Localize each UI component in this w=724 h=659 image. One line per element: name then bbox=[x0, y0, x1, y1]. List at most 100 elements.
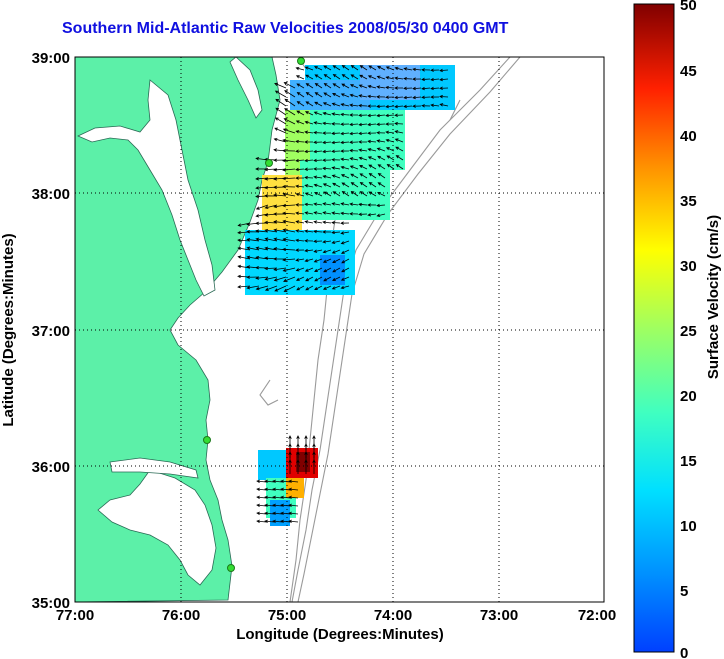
velocity-arrow bbox=[331, 202, 341, 206]
velocity-arrow bbox=[332, 92, 341, 98]
albemarle-sound bbox=[109, 457, 199, 479]
velocity-arrow bbox=[359, 65, 368, 71]
velocity-arrow bbox=[304, 184, 314, 188]
velocity-arrow bbox=[314, 101, 323, 107]
velocity-arrow bbox=[332, 73, 341, 80]
colorbar-tick: 5 bbox=[680, 583, 688, 600]
velocity-arrow bbox=[323, 267, 332, 273]
velocity-arrow bbox=[305, 285, 314, 291]
velocity-arrow bbox=[288, 479, 299, 484]
velocity-arrow bbox=[358, 202, 368, 207]
velocity-arrow bbox=[273, 193, 287, 197]
velocity-arrow bbox=[305, 101, 314, 107]
velocity-arrow bbox=[280, 519, 291, 524]
velocity-arrow bbox=[283, 82, 296, 89]
velocity-arrow bbox=[283, 285, 296, 292]
colorbar-tick: 45 bbox=[680, 63, 697, 80]
velocity-arrow bbox=[295, 139, 305, 144]
velocity-arrow bbox=[439, 77, 449, 82]
velocity-arrow bbox=[304, 167, 314, 171]
colorbar: 50 45 40 35 30 25 20 15 10 5 0 Surface V… bbox=[633, 0, 722, 659]
velocity-arrow bbox=[313, 140, 323, 145]
x-tick-label: 72:00 bbox=[578, 607, 616, 624]
velocity-arrow bbox=[332, 182, 341, 188]
velocity-arrow bbox=[322, 183, 332, 188]
velocity-arrow bbox=[350, 74, 359, 80]
velocity-arrow bbox=[273, 220, 287, 224]
velocity-arrow bbox=[376, 203, 386, 208]
velocity-arrow bbox=[340, 240, 350, 245]
velocity-arrow bbox=[274, 90, 287, 98]
velocity-arrow bbox=[255, 237, 269, 242]
velocity-arrow bbox=[340, 221, 350, 225]
velocity-arrow bbox=[282, 138, 296, 143]
velocity-arrow bbox=[313, 183, 323, 188]
velocity-arrow bbox=[412, 95, 422, 100]
velocity-arrow bbox=[350, 173, 359, 179]
velocity-arrow bbox=[313, 111, 323, 116]
velocity-arrow bbox=[282, 158, 296, 163]
velocity-arrow bbox=[304, 175, 314, 180]
velocity-arrow bbox=[283, 276, 296, 283]
x-axis-label: Longitude (Degrees:Minutes) bbox=[236, 626, 444, 643]
velocity-arrow bbox=[341, 182, 350, 188]
velocity-arrow bbox=[296, 92, 305, 98]
velocity-arrow bbox=[322, 240, 332, 244]
station-marker bbox=[227, 564, 235, 572]
velocity-arrow bbox=[385, 130, 395, 135]
velocity-field-north bbox=[245, 65, 455, 295]
velocity-arrow bbox=[395, 155, 404, 161]
velocity-arrow bbox=[376, 147, 386, 152]
velocity-arrow bbox=[313, 121, 323, 125]
velocity-arrow bbox=[322, 149, 332, 154]
velocity-arrow bbox=[332, 276, 341, 281]
x-tick-label: 76:00 bbox=[162, 607, 200, 624]
velocity-arrow bbox=[305, 74, 314, 80]
velocity-arrow bbox=[313, 239, 323, 244]
velocity-arrow bbox=[322, 175, 332, 179]
velocity-arrow bbox=[304, 66, 314, 71]
velocity-arrow bbox=[322, 220, 332, 225]
bay-water bbox=[77, 79, 216, 297]
velocity-arrow bbox=[304, 202, 314, 207]
velocity-arrow bbox=[295, 66, 305, 71]
velocity-arrow bbox=[340, 202, 350, 206]
velocity-arrow bbox=[332, 258, 341, 264]
velocity-arrow bbox=[394, 66, 404, 71]
velocity-arrow bbox=[349, 93, 359, 98]
velocity-arrow bbox=[280, 479, 291, 484]
velocity-arrow bbox=[412, 104, 422, 108]
velocity-arrow bbox=[367, 75, 377, 80]
colorbar-tick: 20 bbox=[680, 388, 697, 405]
velocity-arrow bbox=[314, 74, 323, 80]
velocity-arrow bbox=[284, 98, 296, 107]
velocity-arrow bbox=[349, 103, 359, 107]
x-tick-label: 75:00 bbox=[268, 607, 306, 624]
velocity-arrow bbox=[341, 83, 350, 89]
velocity-arrow bbox=[322, 249, 332, 254]
x-tick-label: 74:00 bbox=[374, 607, 412, 624]
velocity-arrow bbox=[340, 276, 350, 281]
velocity-arrow bbox=[331, 140, 341, 145]
velocity-arrow bbox=[264, 285, 278, 291]
velocity-arrow bbox=[340, 93, 350, 98]
velocity-arrow bbox=[412, 86, 422, 91]
velocity-arrow bbox=[367, 139, 377, 144]
velocity-arrow bbox=[367, 113, 377, 118]
velocity-arrow bbox=[313, 229, 323, 234]
velocity-arrow bbox=[296, 83, 305, 89]
velocity-arrow bbox=[323, 83, 332, 89]
velocity-arrow bbox=[272, 503, 283, 508]
velocity-arrow bbox=[288, 487, 299, 492]
velocity-arrow bbox=[386, 164, 395, 170]
velocity-arrow bbox=[430, 68, 440, 72]
velocity-arrow bbox=[255, 246, 269, 251]
velocity-arrow bbox=[421, 77, 431, 82]
velocity-arrow bbox=[394, 76, 404, 80]
velocity-arrow bbox=[349, 122, 359, 127]
velocity-arrow bbox=[280, 503, 291, 508]
velocity-arrow bbox=[332, 83, 341, 89]
velocity-arrow bbox=[313, 130, 323, 135]
velocity-arrow bbox=[358, 113, 368, 118]
velocity-arrow bbox=[282, 267, 296, 272]
